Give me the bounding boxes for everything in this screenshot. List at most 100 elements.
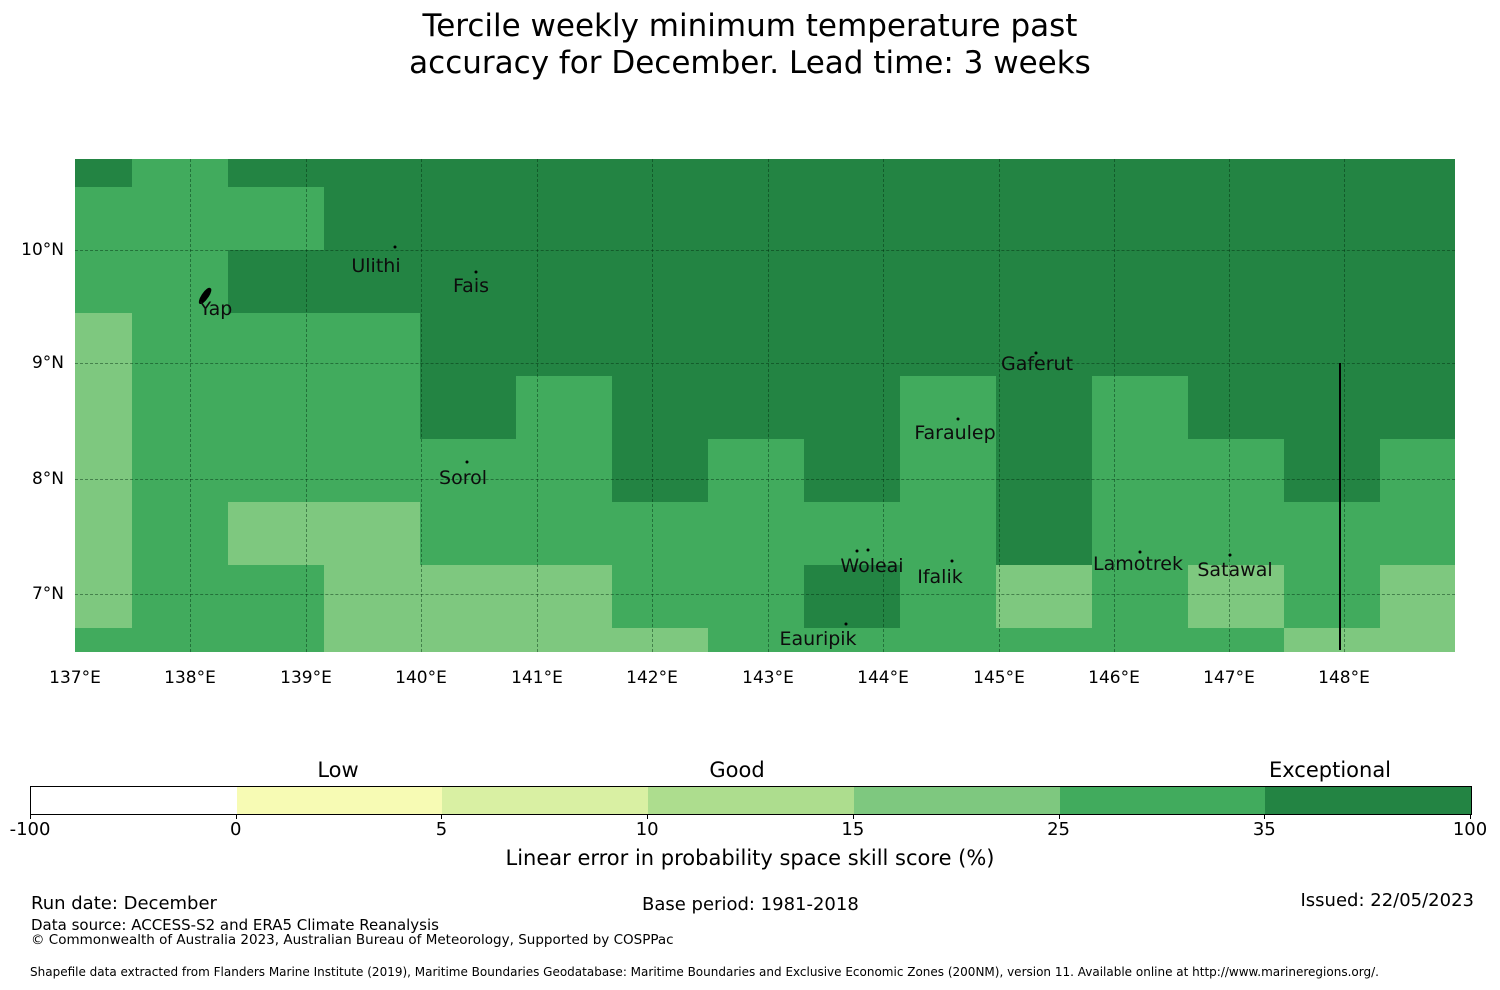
map-cell — [612, 565, 708, 628]
chart-title-line2: accuracy for December. Lead time: 3 week… — [409, 45, 1091, 81]
map-cell — [1284, 439, 1380, 502]
map-cell — [75, 439, 132, 502]
map-cell — [324, 159, 420, 187]
island-label-woleai: Woleai — [840, 555, 904, 577]
map-cell — [132, 159, 228, 187]
map-cell — [420, 628, 516, 652]
map-cell — [996, 565, 1092, 628]
map-cell — [75, 565, 132, 628]
eez-boundary-line — [1339, 363, 1341, 650]
map-cell — [1380, 250, 1455, 313]
colorbar-tick-label: 100 — [1452, 819, 1488, 840]
map-cell — [708, 313, 804, 376]
map-cell — [324, 376, 420, 439]
latitude-gridline — [75, 594, 1455, 595]
map-cell — [132, 628, 228, 652]
map-cell — [996, 250, 1092, 313]
map-cell — [420, 376, 516, 439]
map-cell — [900, 187, 996, 250]
map-cell — [75, 187, 132, 250]
map-cell — [516, 250, 612, 313]
longitude-gridline — [1229, 159, 1230, 652]
map-cell — [228, 565, 324, 628]
colorbar-segment — [648, 787, 854, 814]
x-tick-label: 141°E — [511, 668, 563, 688]
map-cell — [516, 502, 612, 565]
longitude-gridline — [537, 159, 538, 652]
map-cell — [1284, 187, 1380, 250]
colorbar-tick-label: 0 — [229, 819, 242, 840]
map-cell — [900, 439, 996, 502]
map-cell — [324, 250, 420, 313]
y-tick-label: 10°N — [21, 240, 64, 260]
map-cell — [1092, 439, 1188, 502]
map-cell — [900, 628, 996, 652]
y-tick-label: 7°N — [31, 584, 64, 604]
map-cell — [132, 439, 228, 502]
colorbar-category-label: Exceptional — [1268, 758, 1392, 782]
island-dot-fais — [474, 270, 478, 274]
map-cell — [1380, 628, 1455, 652]
map-cell — [708, 565, 804, 628]
map-cell — [132, 313, 228, 376]
longitude-gridline — [190, 159, 191, 652]
colorbar-category-label: Low — [317, 758, 359, 782]
chart-title-line1: Tercile weekly minimum temperature past — [422, 8, 1078, 44]
map-cell — [1092, 628, 1188, 652]
island-dot-sorol — [465, 460, 469, 464]
map-cell — [420, 159, 516, 187]
map-cell — [1284, 376, 1380, 439]
map-cell — [996, 376, 1092, 439]
map-cell — [420, 187, 516, 250]
map-cell — [1092, 250, 1188, 313]
island-dot-ulithi — [393, 245, 397, 249]
colorbar-segment — [853, 787, 1060, 814]
map-cell — [612, 250, 708, 313]
x-tick-label: 147°E — [1203, 668, 1255, 688]
map-cell — [516, 187, 612, 250]
map-cell — [996, 187, 1092, 250]
map-cell — [1188, 565, 1284, 628]
map-cell — [516, 565, 612, 628]
data-source-text: Data source: ACCESS-S2 and ERA5 Climate … — [31, 916, 439, 934]
map-cell — [75, 250, 132, 313]
y-tick-label: 8°N — [31, 469, 64, 489]
map-cell — [1188, 502, 1284, 565]
map-cell — [900, 376, 996, 439]
map-cell — [708, 502, 804, 565]
map-cell — [1380, 376, 1455, 439]
map-cell — [228, 502, 324, 565]
colorbar-segment — [1059, 787, 1266, 814]
island-label-gaferut: Gaferut — [1000, 353, 1074, 375]
longitude-gridline — [883, 159, 884, 652]
map-cell — [612, 159, 708, 187]
map-cell — [516, 159, 612, 187]
map-cell — [1092, 187, 1188, 250]
map-cell — [228, 313, 324, 376]
island-dot-satawal — [1228, 553, 1232, 557]
island-dot-ifalik — [950, 559, 954, 563]
map-cell — [75, 376, 132, 439]
map-cell — [1188, 376, 1284, 439]
map-cell — [324, 565, 420, 628]
map-cell — [612, 502, 708, 565]
colorbar-segment — [442, 787, 649, 814]
map-cell — [1284, 250, 1380, 313]
shapefile-credit-text: Shapefile data extracted from Flanders M… — [30, 965, 1379, 979]
map-cell — [1092, 565, 1188, 628]
map-cell — [804, 565, 900, 628]
map-cell — [996, 159, 1092, 187]
map-cell — [75, 159, 132, 187]
map-cell — [132, 565, 228, 628]
map-cell — [228, 250, 324, 313]
x-tick-label: 143°E — [742, 668, 794, 688]
map-cell — [75, 502, 132, 565]
island-label-fais: Fais — [452, 275, 490, 297]
longitude-gridline — [652, 159, 653, 652]
map-cell — [1092, 502, 1188, 565]
map-cell — [708, 250, 804, 313]
map-cell — [1380, 502, 1455, 565]
x-tick-label: 144°E — [857, 668, 909, 688]
map-cell — [1188, 439, 1284, 502]
map-cell — [1284, 159, 1380, 187]
